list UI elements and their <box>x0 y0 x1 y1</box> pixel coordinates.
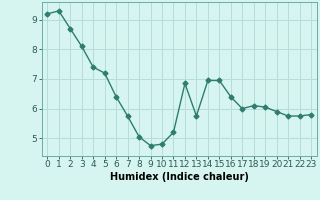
X-axis label: Humidex (Indice chaleur): Humidex (Indice chaleur) <box>110 172 249 182</box>
